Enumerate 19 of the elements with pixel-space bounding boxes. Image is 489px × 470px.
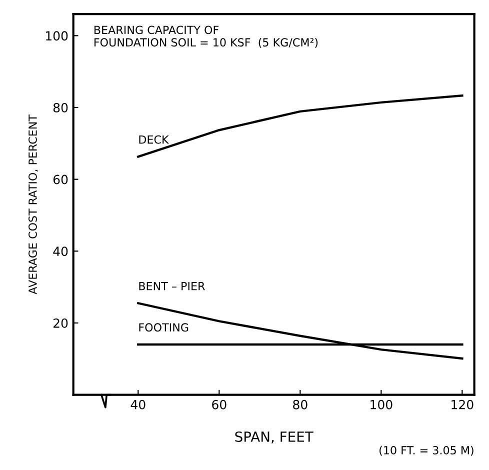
x-tick-label: 80: [293, 400, 308, 410]
series-label: BENT – PIER: [139, 282, 205, 290]
annotation: BEARING CAPACITY OF FOUNDATION SOIL = 10 KSF (5 KG/CM²): [94, 26, 318, 48]
y-tick-label: 40: [53, 246, 68, 256]
y-tick-label: 60: [53, 174, 68, 184]
line-series: [137, 302, 464, 360]
x-tick-label: 40: [130, 400, 146, 410]
text: (10 FT. = 3.05 M): [380, 446, 474, 456]
series-label: FOOTING: [139, 323, 188, 332]
y-axis-title: AVERAGE COST RATIO, PERCENT: [28, 114, 38, 294]
x-axis-title: SPAN, FEET: [235, 431, 314, 444]
x-tick-label: 60: [212, 400, 226, 410]
y-tick-label: 20: [54, 318, 68, 328]
series-label: DECK: [139, 135, 170, 144]
y-tick-label: 100: [46, 31, 68, 41]
x-tick-label: 120: [452, 400, 474, 410]
y-tick-label: 80: [53, 102, 68, 112]
line-series: [137, 94, 464, 158]
x-tick-label: 100: [370, 400, 392, 410]
